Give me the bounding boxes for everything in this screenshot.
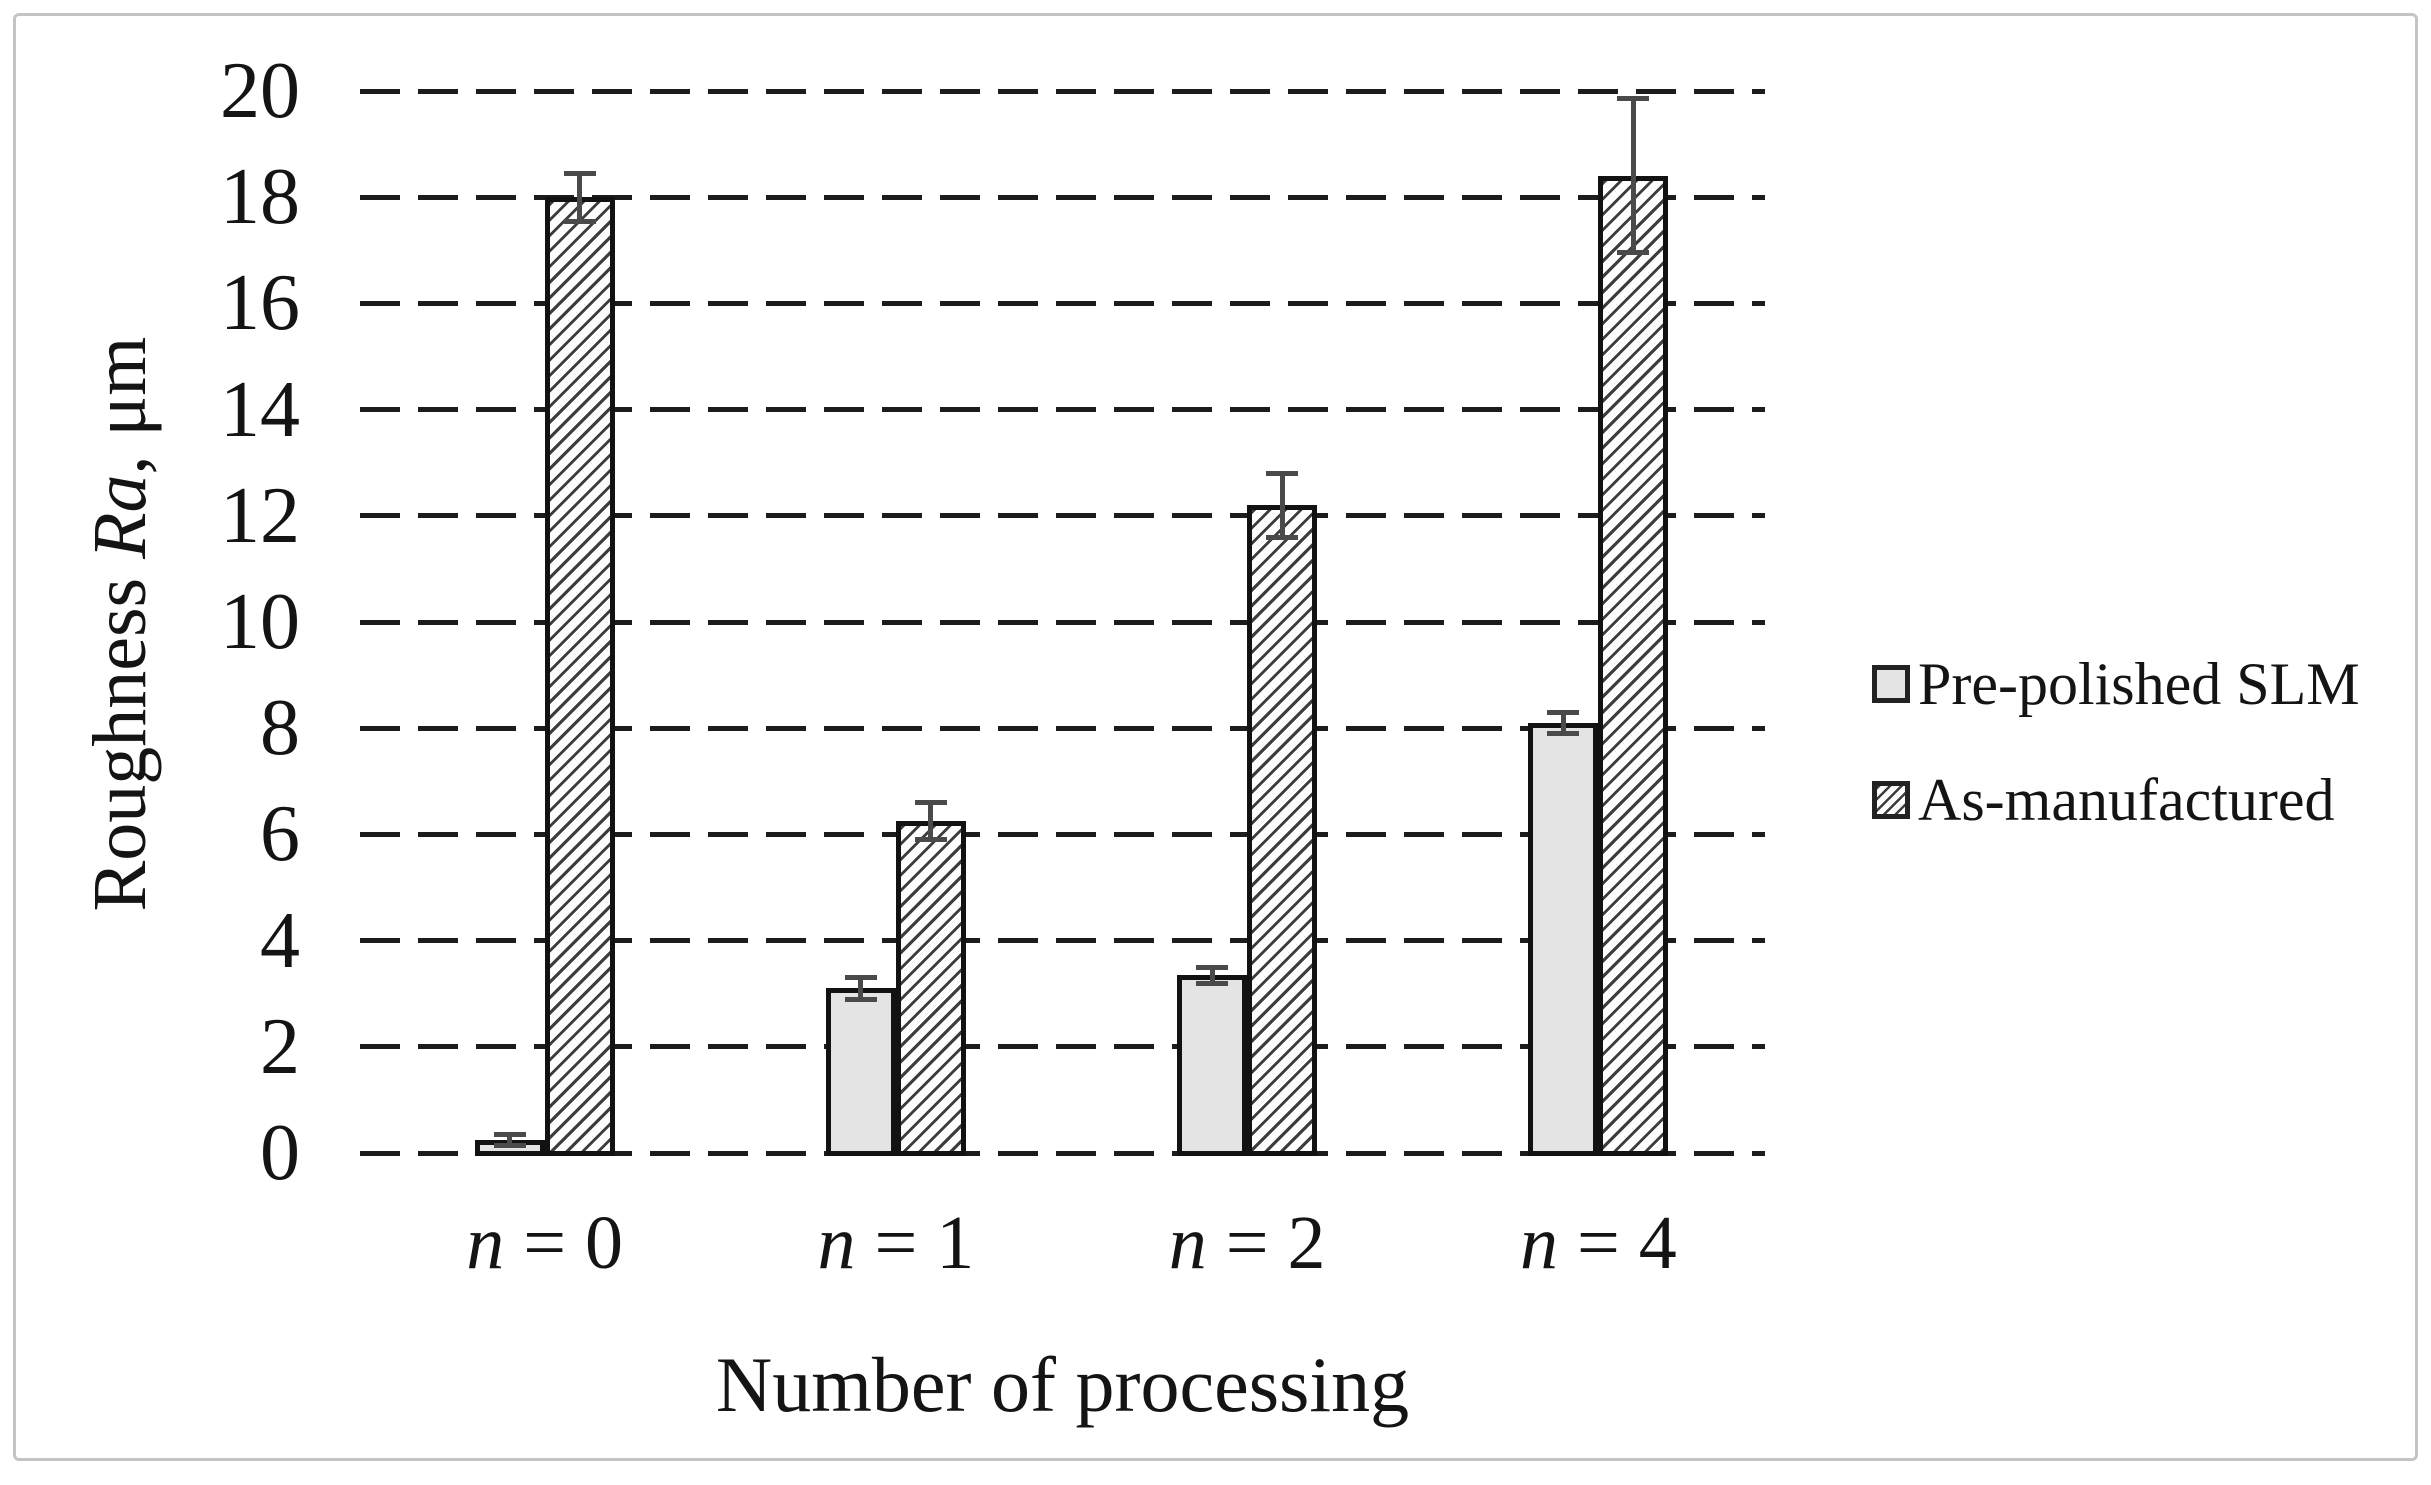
legend-marker-pre-polished-icon <box>1872 665 1910 703</box>
error-bar-cap <box>493 1131 526 1137</box>
y-tick-label: 10 <box>220 578 300 666</box>
error-bar <box>858 977 864 999</box>
gridline <box>360 831 1765 837</box>
legend: Pre-polished SLM As-manufactured <box>1872 648 2360 880</box>
y-tick-label: 18 <box>220 153 300 242</box>
y-tick-label: 0 <box>260 1109 300 1197</box>
x-category-label: n = 2 <box>1168 1201 1326 1285</box>
gridline <box>360 938 1765 944</box>
error-bar-cap <box>1196 964 1229 970</box>
error-bar-cap <box>493 1142 526 1148</box>
error-bar <box>1560 712 1566 734</box>
legend-item-pre-polished: Pre-polished SLM <box>1872 648 2360 720</box>
gridline <box>360 513 1765 519</box>
error-bar <box>928 802 934 840</box>
bar-as-manufactured <box>1598 175 1669 1156</box>
gridline <box>360 619 1765 625</box>
x-category-variable: n <box>466 1201 505 1285</box>
bar-as-manufactured <box>544 197 615 1156</box>
gridline <box>360 1150 1765 1156</box>
x-category-variable: n <box>1168 1201 1207 1285</box>
error-bar-cap <box>1196 980 1229 986</box>
error-bar-cap <box>914 837 947 843</box>
bar-pre-polished-slm <box>1177 975 1248 1156</box>
x-category-label: n = 4 <box>1519 1201 1677 1285</box>
x-category-variable: n <box>817 1201 856 1285</box>
y-tick-label: 2 <box>260 1002 300 1091</box>
error-bar <box>1279 473 1285 538</box>
error-bar-cap <box>1266 534 1299 540</box>
y-tick-label: 6 <box>260 790 300 879</box>
gridline <box>360 725 1765 731</box>
y-tick-label: 20 <box>220 47 300 135</box>
bar-as-manufactured <box>1247 505 1318 1156</box>
legend-item-as-manufactured: As-manufactured <box>1872 764 2360 836</box>
bar-pre-polished-slm <box>825 988 896 1156</box>
gridline <box>360 194 1765 200</box>
x-category-variable: n <box>1519 1201 1558 1285</box>
figure-frame <box>13 13 2418 1461</box>
gridline <box>360 1044 1765 1050</box>
gridline <box>360 300 1765 306</box>
gridline <box>360 88 1765 94</box>
error-bar-cap <box>1547 709 1580 715</box>
x-category-label: n = 0 <box>466 1201 624 1285</box>
error-bar-cap <box>1617 96 1650 102</box>
bar-pre-polished-slm <box>1528 722 1599 1156</box>
error-bar-cap <box>563 218 596 224</box>
error-bar-cap <box>1617 250 1650 256</box>
y-tick-label: 8 <box>260 684 300 773</box>
y-tick-label: 16 <box>220 259 300 348</box>
bar-as-manufactured <box>895 821 966 1156</box>
error-bar-cap <box>844 996 877 1002</box>
gridline <box>360 407 1765 413</box>
x-category-label: n = 1 <box>817 1201 975 1285</box>
error-bar <box>1209 967 1215 984</box>
x-axis-title: Number of processing <box>715 1341 1410 1428</box>
error-bar-cap <box>563 170 596 176</box>
y-tick-label: 14 <box>220 365 300 454</box>
error-bar <box>1630 98 1636 253</box>
y-tick-label: 4 <box>260 896 300 985</box>
error-bar <box>507 1134 513 1146</box>
error-bar-cap <box>844 975 877 981</box>
legend-marker-as-manufactured-icon <box>1872 781 1910 819</box>
error-bar <box>577 173 583 222</box>
y-tick-label: 12 <box>220 471 300 560</box>
error-bar-cap <box>1266 470 1299 476</box>
error-bar-cap <box>914 800 947 806</box>
legend-label-pre-polished: Pre-polished SLM <box>1918 651 2360 717</box>
legend-label-as-manufactured: As-manufactured <box>1918 767 2335 833</box>
error-bar-cap <box>1547 731 1580 736</box>
